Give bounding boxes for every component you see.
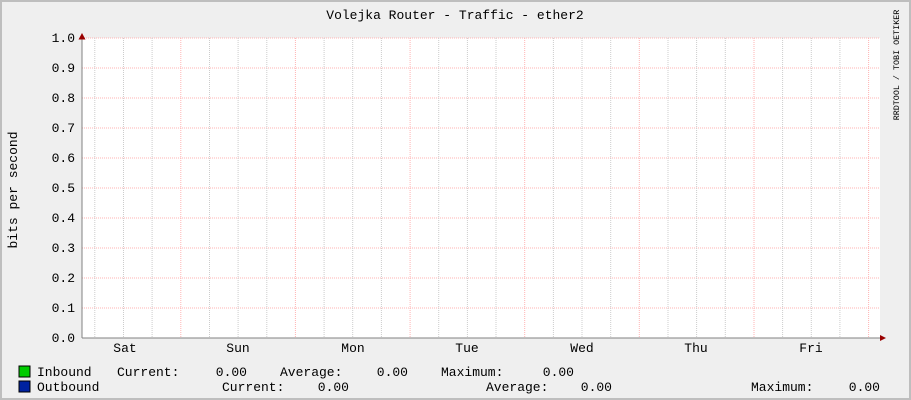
- svg-text:0.00: 0.00: [543, 365, 574, 380]
- svg-text:0.0: 0.0: [52, 331, 75, 346]
- svg-text:0.5: 0.5: [52, 181, 75, 196]
- svg-text:Maximum:: Maximum:: [441, 365, 503, 380]
- svg-text:0.9: 0.9: [52, 61, 75, 76]
- svg-text:Outbound: Outbound: [37, 380, 99, 395]
- svg-text:Tue: Tue: [455, 341, 478, 356]
- svg-text:0.1: 0.1: [52, 301, 76, 316]
- svg-text:0.8: 0.8: [52, 91, 75, 106]
- svg-text:Fri: Fri: [799, 341, 823, 356]
- svg-text:Sat: Sat: [113, 341, 136, 356]
- svg-text:Current:: Current:: [222, 380, 284, 395]
- svg-text:1.0: 1.0: [52, 31, 75, 46]
- svg-text:Average:: Average:: [280, 365, 342, 380]
- svg-text:0.00: 0.00: [318, 380, 349, 395]
- svg-text:Wed: Wed: [570, 341, 593, 356]
- svg-text:Inbound: Inbound: [37, 365, 92, 380]
- svg-text:Current:: Current:: [117, 365, 179, 380]
- svg-text:Thu: Thu: [684, 341, 707, 356]
- svg-text:0.3: 0.3: [52, 241, 75, 256]
- svg-text:Mon: Mon: [341, 341, 364, 356]
- svg-text:bits per second: bits per second: [6, 131, 21, 248]
- svg-text:0.7: 0.7: [52, 121, 75, 136]
- svg-text:0.6: 0.6: [52, 151, 75, 166]
- svg-text:RRDTOOL / TOBI OETIKER: RRDTOOL / TOBI OETIKER: [892, 10, 902, 121]
- svg-text:0.2: 0.2: [52, 271, 75, 286]
- svg-text:0.4: 0.4: [52, 211, 76, 226]
- svg-text:Volejka Router - Traffic - eth: Volejka Router - Traffic - ether2: [326, 8, 583, 23]
- svg-text:0.00: 0.00: [377, 365, 408, 380]
- svg-text:Sun: Sun: [226, 341, 249, 356]
- svg-text:0.00: 0.00: [849, 380, 880, 395]
- svg-text:0.00: 0.00: [581, 380, 612, 395]
- svg-text:0.00: 0.00: [216, 365, 247, 380]
- svg-text:Maximum:: Maximum:: [751, 380, 813, 395]
- svg-text:Average:: Average:: [486, 380, 548, 395]
